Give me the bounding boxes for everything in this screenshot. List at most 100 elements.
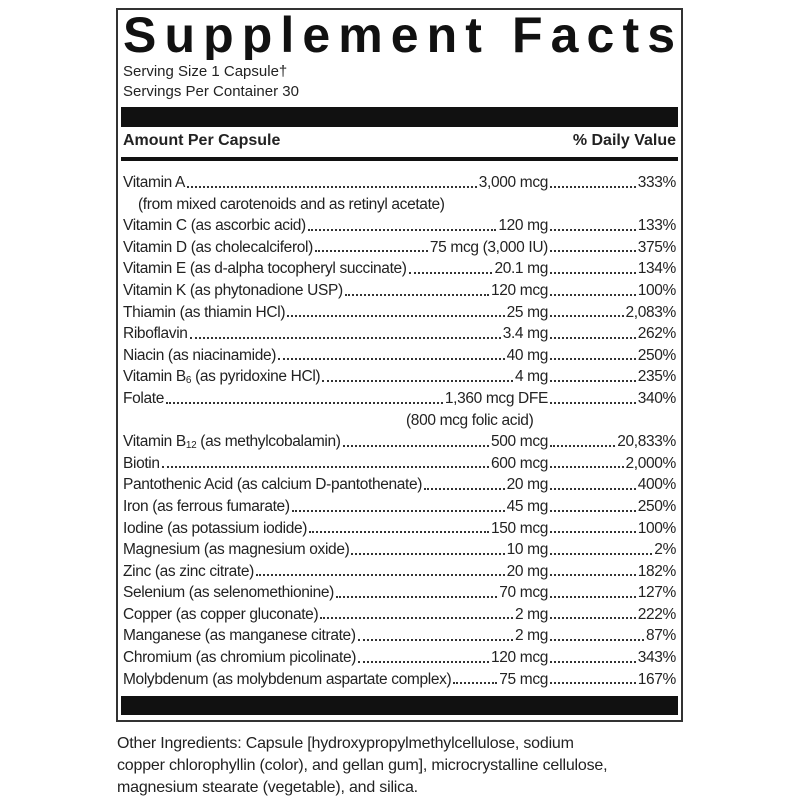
nutrient-name: Vitamin B6 (as pyridoxine HCl) — [123, 366, 321, 388]
name-amount: Chromium (as chromium picolinate) 120 mcg — [123, 647, 548, 669]
name-text: Selenium (as selenomethionine) — [123, 584, 334, 602]
leader — [357, 625, 513, 642]
title: Supplement Facts — [123, 8, 675, 60]
daily-value-cell: 100% — [548, 280, 676, 302]
daily-value-cell: 100% — [548, 518, 676, 540]
label-box — [116, 8, 683, 722]
amount: 45 mg — [506, 497, 549, 515]
name-text: Vitamin E (as d-alpha tocopheryl succina… — [123, 260, 407, 278]
daily-value: 343% — [637, 649, 677, 667]
leader — [342, 431, 489, 447]
other-ingredients: Other Ingredients: Capsule [hydroxypropy… — [117, 733, 608, 799]
name-amount: Vitamin A 3,000 mcg — [123, 172, 548, 194]
name-amount: Zinc (as zinc citrate) 20 mg — [123, 561, 548, 583]
daily-value: 400% — [637, 476, 677, 494]
daily-value-cell: 235% — [548, 366, 676, 388]
name-text: Chromium (as chromium picolinate) — [123, 649, 357, 667]
nutrient-row: Chromium (as chromium picolinate) 120 mcg… — [123, 647, 676, 669]
daily-value-cell: 2% — [548, 539, 676, 561]
column-header: % Daily Value — [572, 132, 676, 149]
nutrient-table: Vitamin A 3,000 mcg 333% (from mixed carote… — [123, 172, 676, 690]
nutrient-name: Iodine (as potassium iodide) — [123, 518, 307, 540]
nutrient-name: Vitamin A — [123, 172, 185, 194]
leader — [550, 647, 636, 663]
nutrient-row: Manganese (as manganese citrate) 2 mg 87% — [123, 625, 676, 647]
nutrient-name: Vitamin E (as d-alpha tocopheryl succina… — [123, 258, 407, 280]
name-text: Copper (as copper gluconate) — [123, 605, 319, 623]
name-amount: Niacin (as niacinamide) 40 mg — [123, 345, 548, 367]
amount: 120 mcg — [491, 281, 548, 299]
daily-value-cell: 2,083% — [548, 302, 676, 324]
leader — [550, 669, 636, 685]
leader — [320, 604, 513, 620]
nutrient-name: Riboflavin — [123, 323, 188, 345]
name-amount: Biotin 600 mcg — [123, 453, 548, 475]
name-text: Molybdenum (as molybdenum aspartate comp… — [123, 670, 452, 688]
leader — [550, 625, 645, 642]
daily-value: 100% — [637, 519, 677, 537]
name-amount: Iron (as ferrous fumarate) 45 mg — [123, 496, 548, 518]
leader — [287, 302, 505, 318]
leader — [550, 323, 636, 339]
daily-value: 222% — [637, 605, 677, 623]
leader — [550, 302, 624, 318]
title-svg: Supplement Facts — [123, 8, 675, 60]
bottom-bar — [121, 696, 678, 715]
amount-note: (800 mcg folic acid) — [406, 411, 534, 429]
daily-value: 20,833% — [617, 433, 676, 451]
daily-value: 250% — [637, 497, 677, 515]
subscript: 6 — [185, 375, 192, 387]
leader — [314, 237, 428, 253]
daily-value-cell: 333% — [548, 172, 676, 194]
daily-value: 2,000% — [625, 454, 677, 472]
amount: 2 mg — [514, 605, 548, 623]
leader — [550, 280, 636, 296]
leader — [550, 582, 636, 598]
daily-value-cell: 250% — [548, 496, 676, 518]
nutrient-row: Iron (as ferrous fumarate) 45 mg 250% — [123, 496, 676, 518]
name-text: Folate — [123, 389, 164, 407]
nutrient-row: Biotin 600 mcg 2,000% — [123, 453, 676, 475]
daily-value-cell: 262% — [548, 323, 676, 345]
daily-value: 375% — [637, 238, 677, 256]
amount: 150 mcg — [491, 519, 548, 537]
leader — [550, 561, 636, 577]
header-rule — [121, 157, 678, 161]
amount: 20 mg — [506, 476, 549, 494]
nutrient-name: Folate — [123, 388, 164, 410]
nutrient-name: Biotin — [123, 453, 160, 475]
name-amount: Folate 1,360 mcg DFE — [123, 388, 548, 410]
nutrient-name: Iron (as ferrous fumarate) — [123, 496, 290, 518]
nutrient-name: Selenium (as selenomethionine) — [123, 582, 334, 604]
leader — [335, 582, 498, 598]
nutrient-name: Zinc (as zinc citrate) — [123, 561, 254, 583]
name-text: Iron (as ferrous fumarate) — [123, 497, 290, 515]
leader — [358, 647, 489, 663]
leader — [322, 366, 513, 382]
nutrient-row: Riboflavin 3.4 mg 262% — [123, 323, 676, 345]
daily-value: 100% — [637, 281, 677, 299]
daily-value-cell: 133% — [548, 215, 676, 237]
nutrient-row: Vitamin B6 (as pyridoxine HCl) 4 mg 235% — [123, 366, 676, 388]
leader — [189, 323, 501, 339]
name-text: Zinc (as zinc citrate) — [123, 562, 254, 580]
daily-value: 2% — [654, 541, 676, 559]
name-amount: Riboflavin 3.4 mg — [123, 323, 548, 345]
nutrient-name: Chromium (as chromium picolinate) — [123, 647, 356, 669]
name-text: Magnesium (as magnesium oxide) — [123, 541, 350, 559]
leader — [550, 518, 636, 534]
daily-value-cell: 134% — [548, 258, 676, 280]
name-text: Riboflavin — [123, 325, 188, 343]
name-amount: Vitamin E (as d-alpha tocopheryl succina… — [123, 258, 548, 280]
daily-value-cell: 250% — [548, 345, 676, 367]
nutrient-name: Molybdenum (as molybdenum aspartate comp… — [123, 669, 452, 691]
daily-value-cell: 222% — [548, 604, 676, 626]
nutrient-row: Vitamin K (as phytonadione USP) 120 mcg 10… — [123, 280, 676, 302]
leader — [453, 669, 498, 685]
leader — [307, 215, 497, 231]
nutrient-row: Zinc (as zinc citrate) 20 mg 182% — [123, 561, 676, 583]
daily-value: 2,083% — [625, 303, 677, 321]
daily-value-cell: 87% — [548, 625, 676, 647]
leader — [291, 496, 505, 512]
